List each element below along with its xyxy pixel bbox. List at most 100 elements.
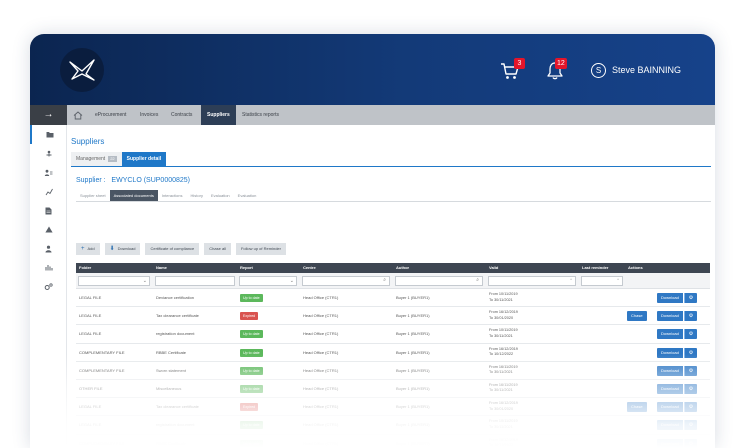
row-options-gear-icon[interactable]: ⚙ bbox=[684, 383, 697, 394]
certificate-label: Certificate of compliance bbox=[150, 246, 195, 251]
add-button[interactable]: + Add bbox=[76, 243, 100, 255]
subtab-associated-documents[interactable]: Associated documents bbox=[109, 190, 158, 201]
row-options-gear-icon[interactable]: ⚙ bbox=[684, 311, 697, 322]
folder-filter-select[interactable]: ⌄ bbox=[78, 276, 150, 286]
chase-all-button[interactable]: Chase all bbox=[204, 243, 231, 255]
col-name[interactable]: Name bbox=[156, 265, 167, 270]
download-icon: ⬇ bbox=[109, 246, 115, 252]
home-icon[interactable] bbox=[67, 105, 89, 125]
table-row[interactable]: LEGAL FILE registration document Up to dat… bbox=[76, 416, 710, 435]
download-button[interactable]: Download bbox=[657, 402, 683, 413]
sidebar-item-settings[interactable] bbox=[30, 277, 67, 296]
col-folder[interactable]: Folder bbox=[79, 265, 92, 270]
nav-eprocurement[interactable]: eProcurement bbox=[95, 112, 127, 118]
sidebar-item-people[interactable] bbox=[30, 163, 67, 182]
valid-from: From 16/12/2019 bbox=[489, 401, 518, 406]
subtab-evaluation-2[interactable]: Evaluation bbox=[237, 193, 257, 198]
sidebar-item-folder[interactable] bbox=[30, 125, 67, 144]
tab-management-count: 22 bbox=[108, 156, 117, 162]
col-centre[interactable]: Centre bbox=[303, 265, 316, 270]
subtab-interactions[interactable]: Interactions bbox=[161, 193, 183, 198]
centre-filter-input[interactable]: ⌕ bbox=[302, 276, 390, 286]
col-actions[interactable]: Actions bbox=[628, 265, 643, 270]
sidebar-item-user[interactable] bbox=[30, 239, 67, 258]
sidebar-item-chart-line[interactable] bbox=[30, 182, 67, 201]
row-options-gear-icon[interactable]: ⚙ bbox=[684, 293, 697, 303]
col-valid[interactable]: Valid bbox=[489, 265, 499, 270]
row-folder: COMPLEMENTARY FILE bbox=[79, 349, 125, 355]
report-filter-select[interactable]: ⌄ bbox=[239, 276, 297, 286]
row-options-gear-icon[interactable]: ⚙ bbox=[684, 402, 697, 413]
download-button[interactable]: ⬇ Download bbox=[104, 243, 141, 255]
table-row[interactable]: LEGAL FILE Tax clearance certificate Expir… bbox=[76, 398, 710, 417]
row-name: Tax clearance certificate bbox=[156, 313, 199, 319]
status-badge: Up to date bbox=[240, 330, 263, 339]
table-row[interactable]: LEGAL FILE registration document Up to dat… bbox=[76, 325, 710, 344]
download-button[interactable]: Download bbox=[657, 383, 683, 394]
download-button[interactable]: Download bbox=[657, 438, 683, 448]
subtab-evaluation[interactable]: Evaluation bbox=[210, 193, 230, 198]
user-menu[interactable]: S Steve BAINNING bbox=[591, 61, 681, 79]
search-icon: ⌕ bbox=[383, 277, 386, 283]
sidebar-item-tree[interactable] bbox=[30, 144, 67, 163]
valid-filter-input[interactable]: ▫ bbox=[488, 276, 576, 286]
row-options-gear-icon[interactable]: ⚙ bbox=[684, 347, 697, 358]
nav-statistics-reports[interactable]: Statistics reports bbox=[242, 112, 279, 118]
row-name: RBBE Certificate bbox=[156, 440, 187, 446]
certificate-button[interactable]: Certificate of compliance bbox=[145, 243, 200, 255]
table-row[interactable]: COMPLEMENTARY FILE RBBE Certificate Up to … bbox=[76, 435, 710, 448]
download-label: Download bbox=[117, 246, 136, 251]
download-button[interactable]: Download bbox=[657, 365, 683, 376]
row-valid: From 16/11/2019 To 30/11/2021 bbox=[489, 365, 518, 376]
valid-from: From 16/12/2019 bbox=[489, 437, 518, 442]
follow-up-button[interactable]: Follow up of Reminder bbox=[235, 243, 286, 255]
sidebar-item-bar-chart[interactable] bbox=[30, 258, 67, 277]
row-name: RBBE Certificate bbox=[156, 349, 187, 355]
col-report[interactable]: Report bbox=[240, 265, 253, 270]
col-last-reminder[interactable]: Last reminder bbox=[582, 265, 609, 270]
row-options-gear-icon[interactable]: ⚙ bbox=[684, 420, 697, 431]
subtab-history[interactable]: History bbox=[190, 193, 203, 198]
supplier-subtabs: Supplier sheet Associated documents Inte… bbox=[76, 190, 260, 201]
row-valid: From 16/12/2019 To 10/12/2022 bbox=[489, 347, 518, 358]
row-options-gear-icon[interactable]: ⚙ bbox=[684, 365, 697, 376]
bird-logo-icon bbox=[69, 59, 95, 81]
notification-count-badge: 12 bbox=[555, 58, 567, 69]
status-badge: Up to date bbox=[240, 384, 263, 393]
nav-suppliers[interactable]: Suppliers bbox=[201, 105, 236, 125]
col-author[interactable]: Author bbox=[396, 265, 410, 270]
company-logo[interactable] bbox=[60, 48, 104, 92]
valid-from: From 16/12/2019 bbox=[489, 310, 518, 315]
row-centre: Head Office (CTR1) bbox=[303, 313, 339, 319]
download-button[interactable]: Download bbox=[657, 311, 683, 322]
chase-button[interactable]: Chase bbox=[627, 402, 647, 413]
sidebar-item-warning[interactable] bbox=[30, 220, 67, 239]
table-row[interactable]: COMPLEMENTARY FILE Sworn statement Up to d… bbox=[76, 362, 710, 380]
subtab-supplier-sheet[interactable]: Supplier sheet bbox=[80, 193, 106, 198]
download-button[interactable]: Download bbox=[657, 293, 683, 303]
user-icon bbox=[45, 245, 52, 252]
download-button[interactable]: Download bbox=[657, 420, 683, 431]
table-row[interactable]: COMPLEMENTARY FILE RBBE Certificate Up to … bbox=[76, 344, 710, 362]
table-row[interactable]: OTHER FILE Miscellaneous Up to date Head Of… bbox=[76, 380, 710, 399]
tab-supplier-detail[interactable]: Supplier detail bbox=[121, 152, 167, 166]
table-row[interactable]: LEGAL FILE Deviance certification Up to da… bbox=[76, 289, 710, 308]
row-centre: Head Office (CTR1) bbox=[303, 422, 339, 428]
row-options-gear-icon[interactable]: ⚙ bbox=[684, 329, 697, 340]
row-options-gear-icon[interactable]: ⚙ bbox=[684, 438, 697, 448]
collapse-arrow-icon[interactable]: → bbox=[30, 105, 67, 125]
author-filter-input[interactable]: ⌕ bbox=[395, 276, 483, 286]
reminder-filter-input[interactable]: ▫ bbox=[581, 276, 623, 286]
tab-management[interactable]: Management 22 bbox=[71, 152, 122, 166]
name-filter-input[interactable] bbox=[155, 276, 235, 286]
row-name: Miscellaneous bbox=[156, 385, 182, 391]
sidebar-item-document[interactable] bbox=[30, 201, 67, 220]
download-button[interactable]: Download bbox=[657, 347, 683, 358]
chase-button[interactable]: Chase bbox=[627, 311, 647, 322]
nav-invoices[interactable]: Invoices bbox=[140, 112, 159, 118]
nav-contracts[interactable]: Contracts bbox=[171, 112, 193, 118]
people-icon bbox=[44, 169, 53, 176]
table-row[interactable]: LEGAL FILE Tax clearance certificate Expir… bbox=[76, 307, 710, 326]
download-button[interactable]: Download bbox=[657, 329, 683, 340]
cart-count-badge: 3 bbox=[514, 58, 525, 69]
